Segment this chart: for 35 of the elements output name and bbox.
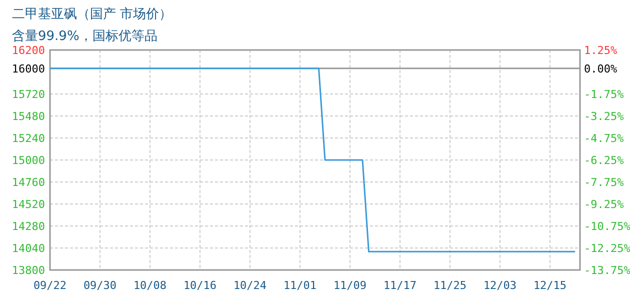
y-tick-label: 15720 (12, 88, 45, 101)
chart-title: 二甲基亚砜（国产 市场价） (12, 7, 172, 22)
y2-tick-label: -7.75% (584, 176, 624, 189)
y2-tick-label: -1.75% (584, 88, 624, 101)
y-tick-label: 16000 (12, 62, 45, 76)
x-tick-label: 10/08 (133, 279, 167, 292)
x-tick-label: 11/09 (333, 279, 367, 292)
y2-tick-label: -6.25% (584, 154, 624, 167)
y2-tick-label: -9.25% (584, 198, 624, 211)
y2-tick-label: 1.25% (584, 44, 618, 57)
y-tick-label: 15480 (12, 110, 45, 123)
y-tick-label: 13800 (12, 264, 45, 277)
y2-tick-label: -3.25% (584, 110, 624, 123)
y-tick-label: 14280 (12, 220, 45, 233)
y2-tick-label: -13.75% (584, 264, 630, 277)
x-tick-label: 10/16 (183, 279, 217, 292)
x-tick-label: 11/25 (433, 279, 467, 292)
x-tick-label: 10/24 (233, 279, 267, 292)
y-tick-label: 15000 (12, 154, 45, 167)
y2-tick-label: -4.75% (584, 132, 624, 145)
y-tick-label: 15240 (12, 132, 45, 145)
y2-tick-label: -10.75% (584, 220, 630, 233)
y-tick-label: 16200 (12, 44, 45, 57)
chart-subtitle: 含量99.9%，国标优等品 (12, 29, 158, 44)
y-tick-label: 14040 (12, 242, 45, 255)
y-tick-label: 14760 (12, 176, 45, 189)
x-tick-label: 12/15 (533, 279, 567, 292)
y2-tick-label: 0.00% (584, 62, 618, 76)
y-tick-label: 14520 (12, 198, 45, 211)
x-tick-label: 09/30 (83, 279, 117, 292)
x-tick-label: 11/01 (283, 279, 317, 292)
y2-tick-label: -12.25% (584, 242, 630, 255)
x-tick-label: 09/22 (33, 279, 67, 292)
x-tick-label: 11/17 (383, 279, 417, 292)
x-tick-label: 12/03 (483, 279, 517, 292)
